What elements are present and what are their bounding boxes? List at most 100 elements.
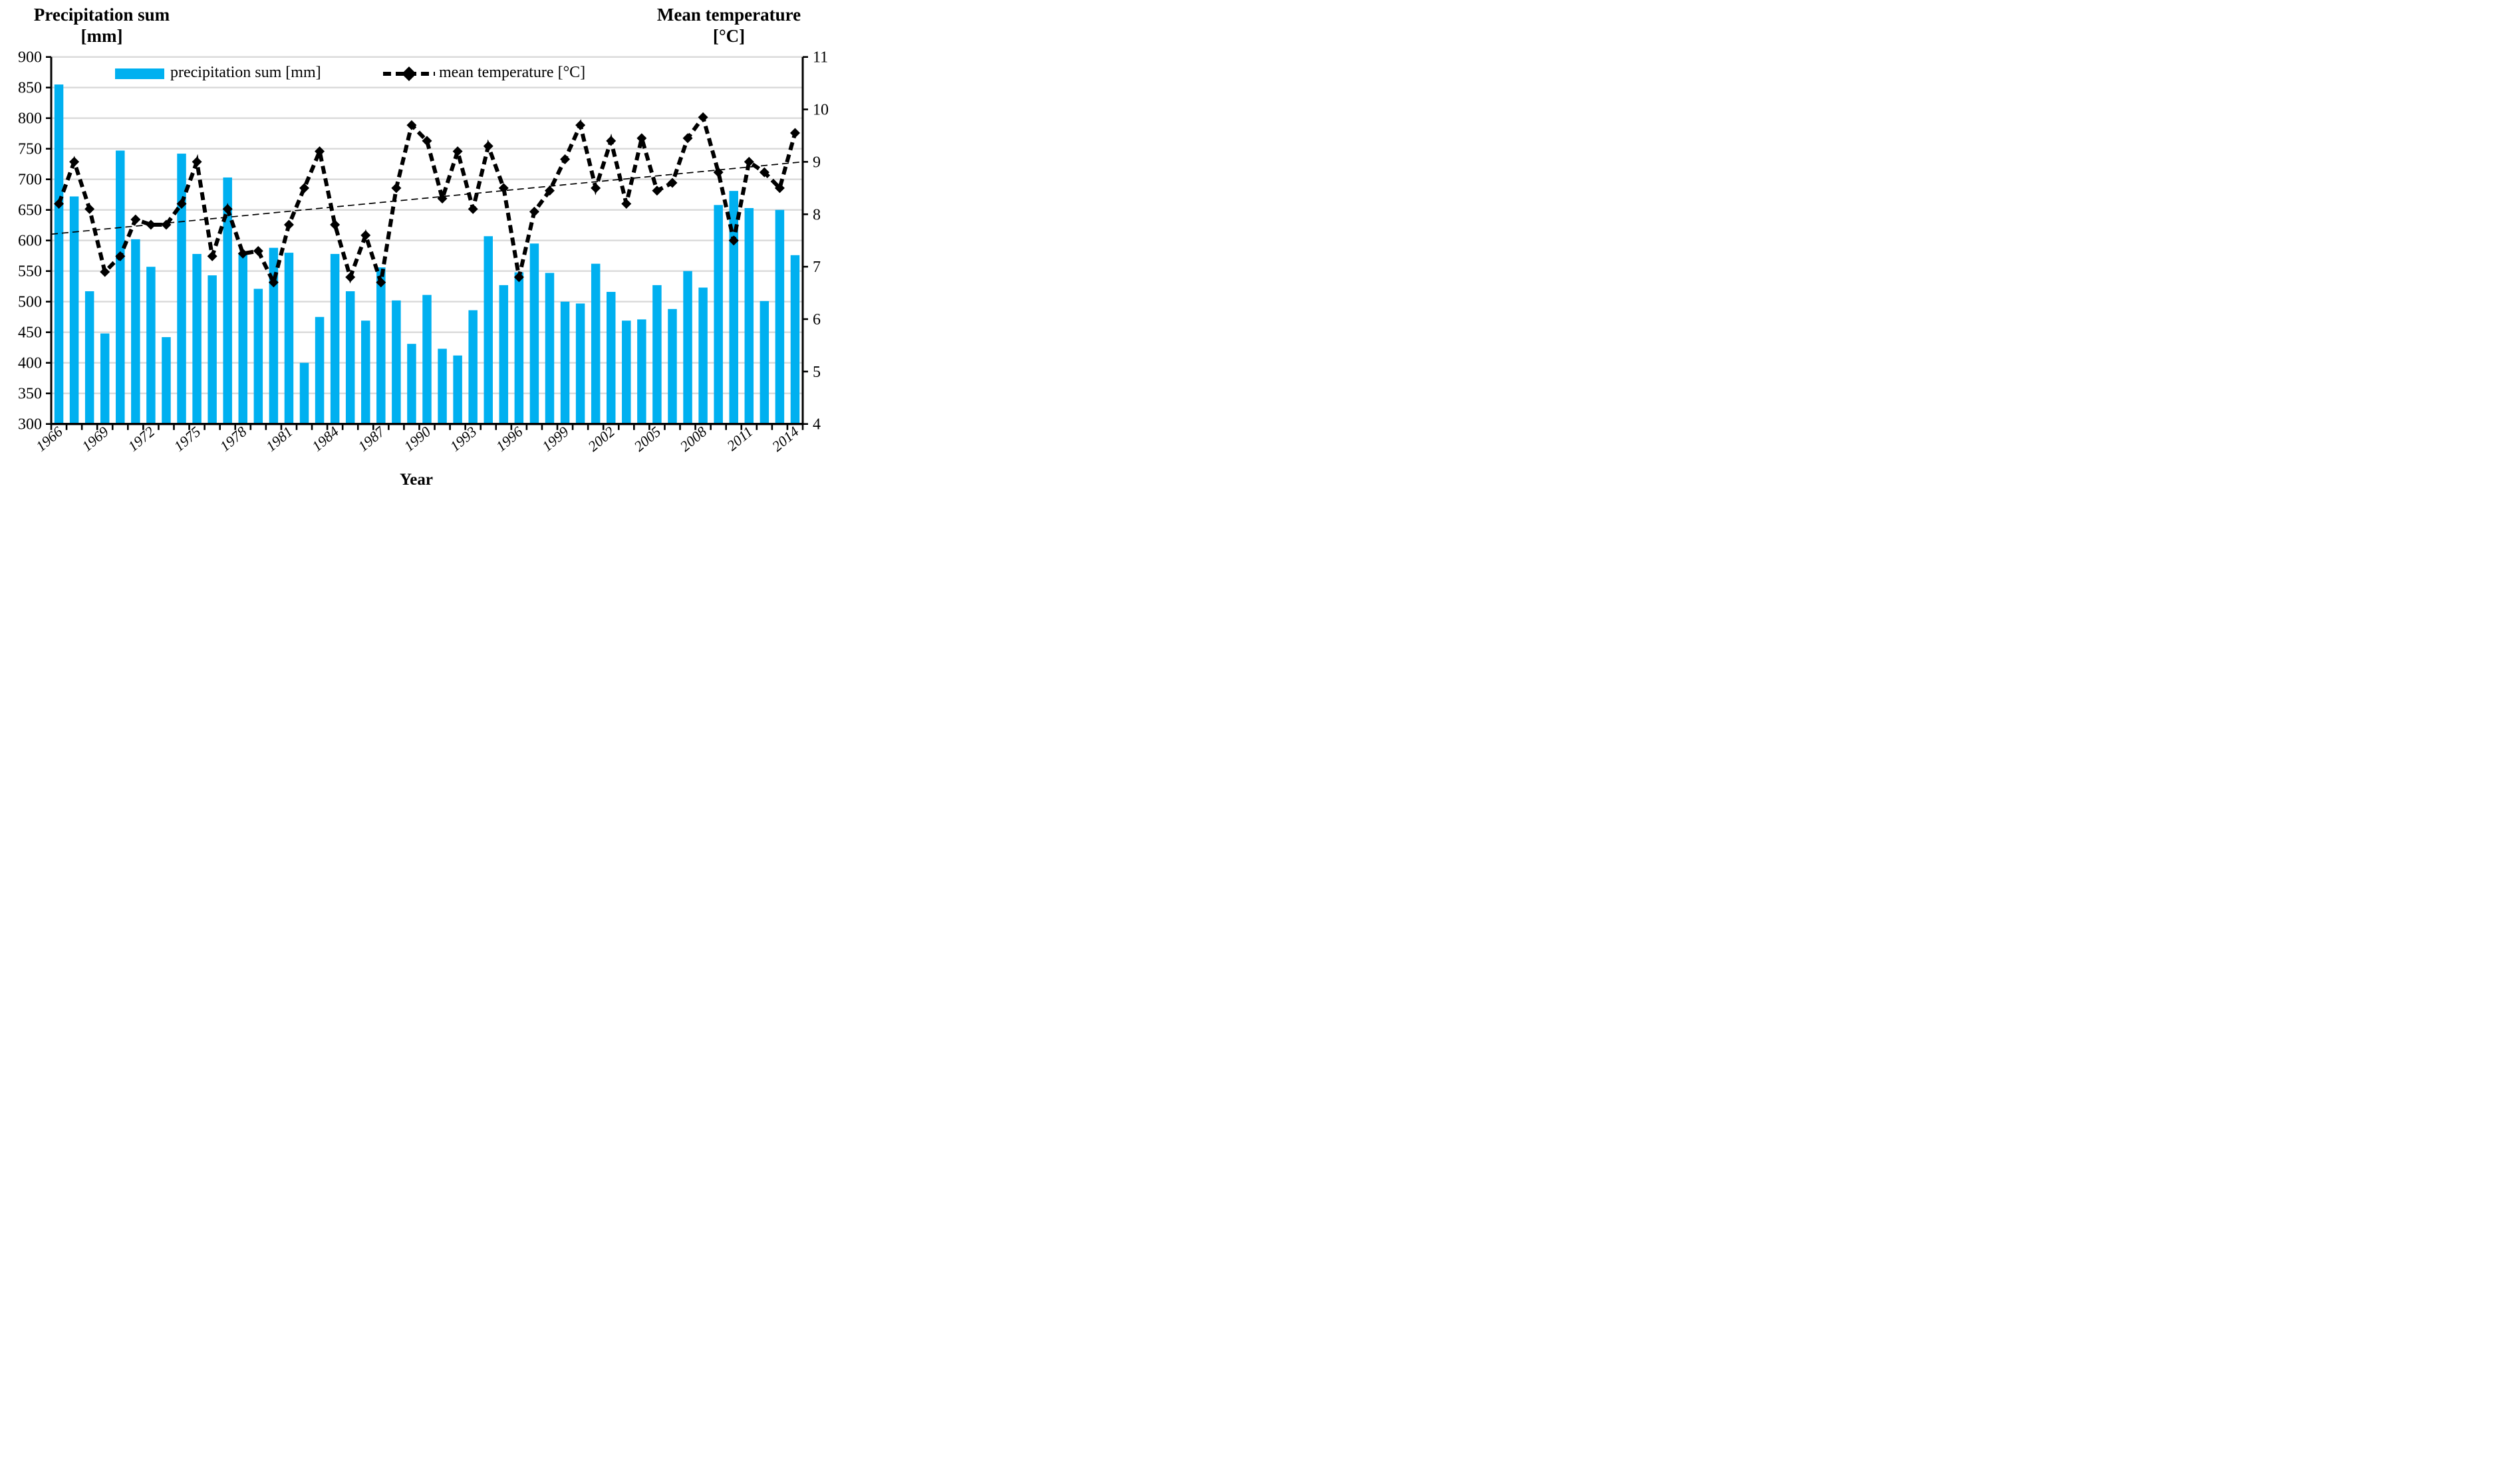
temperature-marker-1975 <box>192 156 202 167</box>
bar-1969 <box>100 333 110 424</box>
temperature-marker-1996 <box>513 272 524 283</box>
bar-1997 <box>529 243 539 424</box>
temperature-marker-1985 <box>345 272 356 283</box>
left-tick-label-650: 650 <box>18 202 42 219</box>
bar-2012 <box>760 301 769 424</box>
bar-1975 <box>192 253 202 424</box>
bar-1970 <box>116 150 125 424</box>
x-axis-label-1978: 1978 <box>217 423 250 454</box>
temperature-marker-2004 <box>636 133 647 144</box>
right-axis-title-line2: [°C] <box>712 26 746 46</box>
bar-1991 <box>438 348 447 424</box>
bar-2011 <box>744 207 754 424</box>
bar-1974 <box>177 154 186 424</box>
temperature-marker-1973 <box>161 219 172 230</box>
right-tick-label-4: 4 <box>813 416 821 433</box>
left-tick-label-400: 400 <box>18 355 42 372</box>
left-axis-title: Precipitation sum [mm] <box>12 4 192 47</box>
bar-1984 <box>330 253 340 424</box>
temperature-marker-2011 <box>744 156 754 167</box>
chart-plot: 300 350 400 450 500 550 600 650 700 750 800 850 900 4… <box>18 49 829 455</box>
bar-1976 <box>208 275 217 424</box>
left-axis-title-line1: Precipitation sum <box>33 5 170 25</box>
temperature-marker-1971 <box>130 214 141 225</box>
temperature-marker-1988 <box>391 183 402 193</box>
bar-2006 <box>668 309 677 424</box>
x-axis-label-2002: 2002 <box>585 423 618 454</box>
x-axis-label-2005: 2005 <box>630 423 664 454</box>
temperature-marker-2001 <box>591 183 601 193</box>
x-axis-label-2008: 2008 <box>677 423 710 454</box>
bar-1992 <box>453 355 462 424</box>
bar-2009 <box>714 205 723 424</box>
bar-1999 <box>560 301 570 424</box>
temperature-marker-2000 <box>575 120 586 130</box>
x-axis-label-1999: 1999 <box>539 423 572 454</box>
bar-1977 <box>223 177 232 424</box>
bar-1989 <box>407 344 416 424</box>
left-tick-label-800: 800 <box>18 110 42 128</box>
x-axis-label-1987: 1987 <box>354 423 388 455</box>
temperature-marker-1967 <box>69 156 80 167</box>
bar-2005 <box>652 285 662 424</box>
temperature-marker-2005 <box>652 186 662 196</box>
bar-2008 <box>698 287 708 424</box>
temperature-marker-1983 <box>315 146 325 157</box>
temperature-marker-1987 <box>376 277 386 288</box>
bar-1986 <box>361 320 370 424</box>
temperature-marker-1986 <box>360 230 371 241</box>
temperature-marker-1979 <box>253 245 263 256</box>
x-axis-title: Year <box>400 471 433 489</box>
right-tick-label-9: 9 <box>813 154 821 171</box>
x-axis-label-1969: 1969 <box>78 423 112 454</box>
left-tick-label-350: 350 <box>18 386 42 403</box>
bar-1966 <box>54 84 64 424</box>
bar-1994 <box>484 236 493 424</box>
bar-2002 <box>606 291 616 424</box>
bar-2004 <box>637 319 646 424</box>
bar-2010 <box>729 191 738 424</box>
x-axis-label-1990: 1990 <box>400 423 434 454</box>
bar-1980 <box>269 247 279 424</box>
left-tick-label-900: 900 <box>18 49 42 66</box>
temperature-marker-2010 <box>728 235 739 246</box>
bar-1968 <box>84 291 94 424</box>
bar-1996 <box>514 272 524 424</box>
bar-1979 <box>253 289 263 424</box>
x-axis-label-1975: 1975 <box>171 423 204 454</box>
x-axis-label-1981: 1981 <box>263 423 296 454</box>
temperature-marker-1972 <box>146 219 156 230</box>
right-axis-title-line1: Mean temperature <box>656 5 801 25</box>
bar-1967 <box>69 196 79 424</box>
bar-2001 <box>591 263 601 424</box>
bar-2014 <box>790 255 800 424</box>
temperature-marker-1995 <box>498 183 509 193</box>
temperature-marker-1993 <box>468 203 478 214</box>
bar-2007 <box>683 271 692 424</box>
temperature-marker-1984 <box>330 219 341 230</box>
left-tick-label-500: 500 <box>18 294 42 311</box>
right-tick-label-8: 8 <box>813 206 821 223</box>
chart-container: Precipitation sum [mm] Mean temperature … <box>0 0 833 495</box>
x-axis-label-1996: 1996 <box>493 423 526 454</box>
bar-1987 <box>376 267 386 424</box>
bar-1988 <box>392 300 401 424</box>
bar-1971 <box>131 239 140 424</box>
temperature-marker-1994 <box>483 141 493 152</box>
temperature-marker-1992 <box>452 146 463 157</box>
x-axis-label-2014: 2014 <box>769 423 802 454</box>
left-tick-label-750: 750 <box>18 141 42 158</box>
temperature-marker-1989 <box>406 120 417 130</box>
temperature-marker-1998 <box>544 186 555 196</box>
temperature-marker-2008 <box>698 112 708 122</box>
temperature-marker-1976 <box>207 251 217 261</box>
right-axis-title: Mean temperature [°C] <box>629 4 829 47</box>
temperature-marker-2013 <box>774 183 785 193</box>
temperature-marker-1980 <box>268 277 279 288</box>
temperature-marker-2014 <box>789 128 800 138</box>
x-axis-label-2011: 2011 <box>724 423 756 453</box>
bar-1978 <box>238 253 248 424</box>
temperature-marker-2007 <box>682 133 693 144</box>
bar-1998 <box>545 273 555 424</box>
bar-2000 <box>575 303 585 424</box>
